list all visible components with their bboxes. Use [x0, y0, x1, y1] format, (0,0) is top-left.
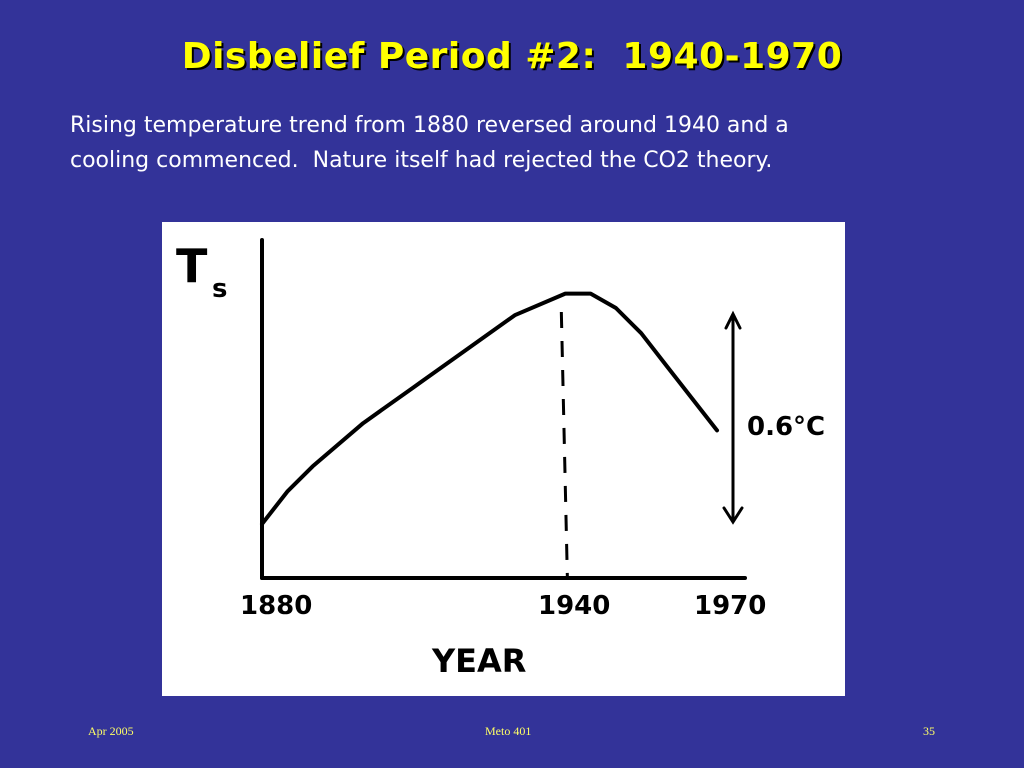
y-axis-label-subscript: s [212, 274, 227, 304]
chart-axes [260, 238, 747, 580]
footer-page-number: 35 [923, 724, 935, 738]
footer-date: Apr 2005 [88, 724, 134, 738]
x-tick-label: 1940 [538, 591, 610, 621]
footer-course: Meto 401 [485, 724, 532, 738]
body-text: Rising temperature trend from 1880 rever… [70, 113, 789, 173]
chart-marks [260, 291, 744, 577]
x-tick-label: 1880 [240, 591, 312, 621]
y-axis-label: T [176, 239, 208, 293]
chart-svg: 0.6°C T s 1880 1940 1970 YEAR [176, 238, 825, 680]
x-tick-label: 1970 [694, 591, 766, 621]
x-axis-label: YEAR [431, 642, 526, 680]
range-label: 0.6°C [747, 412, 825, 442]
chart-labels: 0.6°C T s 1880 1940 1970 YEAR [176, 239, 825, 680]
slide-title: Disbelief Period #2: 1940-1970 [181, 36, 843, 77]
dashed-line-1940 [559, 311, 569, 577]
range-arrow-head-down [722, 506, 744, 525]
temperature-curve [260, 291, 719, 526]
range-arrow-head-up [724, 310, 742, 330]
